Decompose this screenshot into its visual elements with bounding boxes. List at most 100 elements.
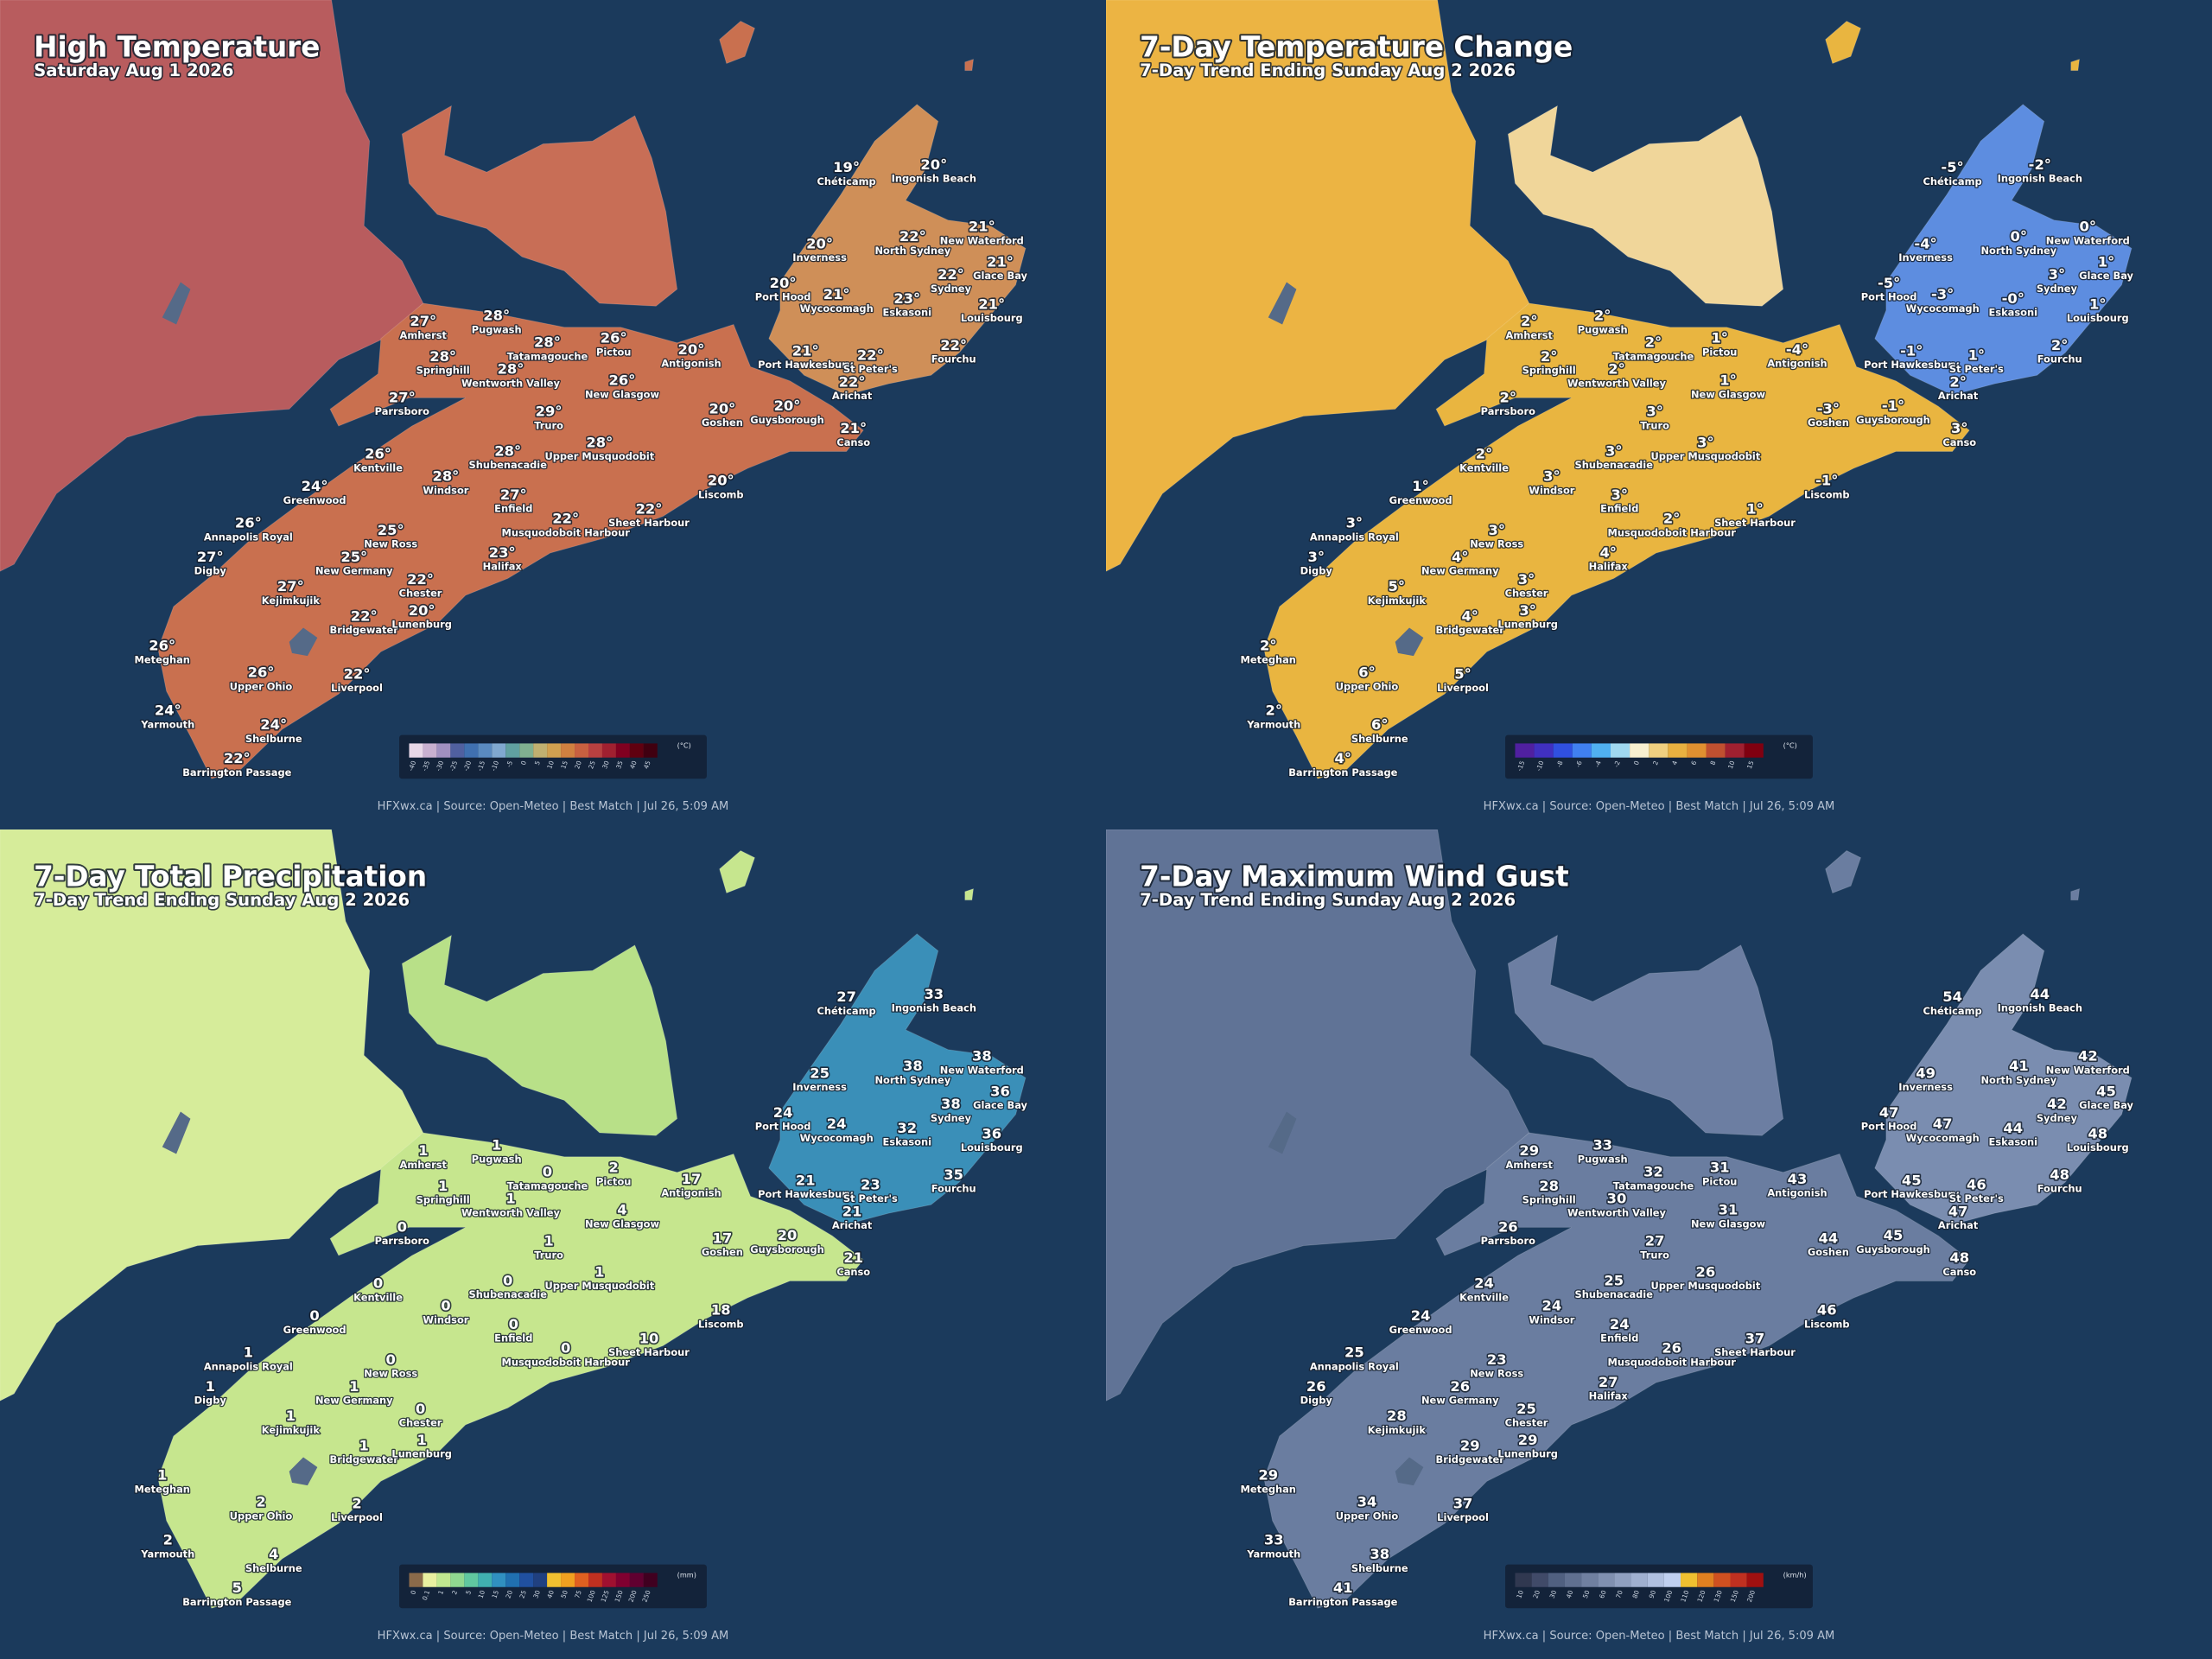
station-name: Goshen [1808,416,1849,429]
station-value: 24 [1474,1275,1494,1292]
station-name: Barrington Passage [1288,1596,1397,1608]
station-value: 1 [416,1432,426,1448]
station-value: -1° [1882,397,1904,414]
station-value: -5° [1941,159,1963,175]
station-name: Pugwash [1578,323,1628,335]
legend-tick: 15 [490,1589,500,1599]
station-value: 46 [1817,1302,1837,1319]
station-name: Wycocomagh [800,1132,874,1144]
station-name: Port Hood [755,1121,811,1133]
station-value: 1° [1412,478,1429,494]
lake [289,627,318,657]
station-name: Liscomb [698,1318,744,1330]
station-value: 6° [1358,664,1376,681]
footer: HFXwx.ca | Source: Open-Meteo | Best Mat… [1484,800,1835,813]
station-value: -4° [1914,235,1936,251]
legend-swatch [519,1573,534,1587]
legend-swatch [561,743,575,758]
station-value: -3° [1931,286,1954,302]
legend-tick: 0 [519,760,528,766]
station-name: Shelburne [245,1562,302,1574]
station-name: New Waterford [940,234,1024,246]
station-value: 2° [1608,361,1625,378]
station-name: Louisbourg [2067,1141,2129,1154]
station-value: 0° [2011,228,2028,245]
station-value: 25° [340,549,367,565]
station-value: 48 [2050,1166,2069,1183]
station-value: 44 [2030,986,2050,1002]
station-value: 2° [1521,313,1538,329]
station-name: Inverness [792,251,847,264]
legend-unit: (°C) [677,741,691,749]
station-name: Eskasoni [883,307,932,319]
station-name: New Germany [1421,564,1499,576]
station-value: 28° [534,334,561,351]
lake [162,1111,191,1154]
station-name: Tatamagouche [507,1179,588,1192]
station-name: Springhill [416,1194,470,1206]
station-name: Canso [836,436,870,448]
station-name: Guysborough [1856,1243,1930,1255]
station-name: Barrington Passage [182,766,291,779]
station-name: St Peter's [1949,1192,2004,1205]
station-value: 25 [810,1065,830,1081]
legend-swatch [423,1573,437,1587]
station-value: 21° [792,342,819,359]
station-value: 2° [1266,702,1283,719]
station-name: Parrsboro [375,1235,429,1247]
station-value: 24 [827,1116,847,1132]
legend-tick: -2 [1612,760,1622,768]
land [1825,849,1862,894]
station-value: 27° [197,549,224,565]
station-value: 32 [897,1120,917,1136]
station-value: 23° [893,290,920,307]
station-name: Wycocomagh [1906,1132,1980,1144]
station-value: 2° [1500,389,1517,405]
legend-tick: 15 [559,760,569,770]
station-value: 21° [987,254,1014,270]
station-name: Wentworth Valley [461,1206,560,1218]
station-value: 28° [498,361,524,378]
station-value: 48 [2088,1126,2107,1142]
station-value: 24 [1411,1307,1431,1324]
legend-tick: 30 [531,1589,542,1599]
station-value: 38 [941,1096,961,1112]
station-name: Digby [194,1394,227,1406]
lake [1395,1457,1424,1486]
legend-swatch [1697,1573,1714,1587]
station-name: Digby [1300,1394,1333,1406]
legend-swatch [492,743,506,758]
legend-swatch [519,743,534,758]
station-name: Sheet Harbour [608,517,690,529]
station-value: 23 [1487,1351,1507,1368]
station-name: Parrsboro [1481,405,1535,417]
station-value: 1 [438,1178,448,1194]
station-name: Goshen [702,416,743,429]
station-name: Shubenacadie [1575,459,1654,471]
station-value: 20° [806,235,833,251]
station-name: North Sydney [1980,245,2056,257]
station-value: 18 [711,1302,731,1319]
station-value: -1° [1900,342,1923,359]
station-value: 20° [409,602,435,619]
station-value: 20° [709,400,735,416]
station-name: New Glasgow [585,1217,660,1230]
station-value: 26° [365,446,391,462]
station-value: 4° [1335,750,1352,766]
station-value: 27° [389,389,416,405]
legend-swatch [1744,743,1764,758]
station-value: 20° [678,341,705,358]
station-name: Springhill [416,365,470,377]
land [1106,830,1530,1402]
station-name: Ingonish Beach [1998,1002,2082,1014]
station-name: Meteghan [135,653,190,665]
station-name: Musquodoboit Harbour [1608,1356,1737,1368]
station-name: Barrington Passage [182,1596,291,1608]
legend-swatch [1681,1573,1698,1587]
station-name: Wentworth Valley [1567,1206,1666,1218]
legend-tick: -20 [462,760,474,772]
station-name: Wentworth Valley [461,377,560,389]
station-name: Greenwood [1389,1324,1452,1336]
station-value: 0 [561,1340,570,1357]
